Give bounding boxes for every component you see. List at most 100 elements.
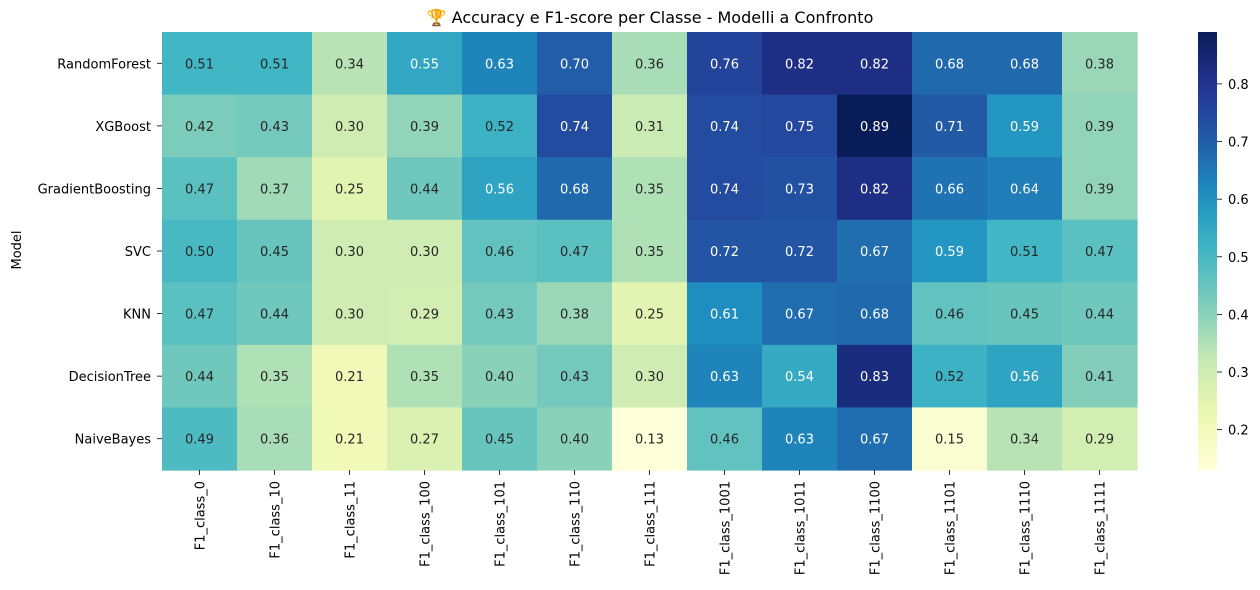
cell-value-label: 0.63	[785, 433, 814, 448]
y-axis-label: Model	[10, 230, 25, 269]
cell-value-label: 0.25	[335, 182, 364, 197]
heatmap-cell	[462, 157, 538, 221]
cell-value-label: 0.63	[485, 57, 514, 72]
heatmap-cell	[837, 219, 913, 283]
cell-value-label: 0.82	[860, 57, 889, 72]
heatmap-cell	[387, 282, 463, 346]
cell-value-label: 0.44	[185, 370, 214, 385]
cell-value-label: 0.56	[1010, 370, 1039, 385]
cell-value-label: 0.39	[1085, 182, 1114, 197]
cell-value-label: 0.68	[935, 57, 964, 72]
heatmap-cell	[237, 219, 313, 283]
cell-value-label: 0.21	[335, 433, 364, 448]
heatmap-cell	[312, 32, 388, 96]
cell-value-label: 0.31	[635, 120, 664, 135]
heatmap-cell	[987, 282, 1063, 346]
column-tick-label: F1_class_1111	[1094, 481, 1109, 575]
cell-value-label: 0.30	[335, 120, 364, 135]
heatmap-cell	[987, 157, 1063, 221]
cell-value-label: 0.30	[635, 370, 664, 385]
cell-value-label: 0.72	[785, 245, 814, 260]
cell-value-label: 0.46	[710, 433, 739, 448]
heatmap-cell	[687, 282, 763, 346]
cell-value-label: 0.47	[1085, 245, 1114, 260]
cell-value-label: 0.68	[1010, 57, 1039, 72]
heatmap-cell	[237, 94, 313, 158]
cell-value-label: 0.15	[935, 433, 964, 448]
cell-value-label: 0.82	[785, 57, 814, 72]
heatmap-cell	[462, 344, 538, 409]
colorbar-tick-label: 0.2	[1228, 424, 1249, 439]
cell-value-label: 0.51	[1010, 245, 1039, 260]
heatmap-cell	[462, 282, 538, 346]
heatmap-cell	[912, 157, 988, 221]
heatmap-cell	[387, 94, 463, 158]
heatmap-cell	[987, 94, 1063, 158]
heatmap-cell	[312, 282, 388, 346]
cell-value-label: 0.67	[860, 433, 889, 448]
heatmap-cell	[687, 407, 763, 471]
heatmap-cell	[612, 157, 688, 221]
heatmap-cell	[162, 282, 238, 346]
heatmap-cell	[762, 282, 838, 346]
cell-value-label: 0.38	[560, 308, 589, 323]
cell-value-label: 0.70	[560, 57, 589, 72]
cell-value-label: 0.45	[260, 245, 289, 260]
cell-value-label: 0.34	[335, 57, 364, 72]
heatmap-cell	[537, 407, 613, 471]
chart-title: 🏆 Accuracy e F1-score per Classe - Model…	[427, 8, 874, 27]
heatmap-cell	[987, 32, 1063, 96]
heatmap-cell	[912, 407, 988, 471]
heatmap-cell	[612, 219, 688, 283]
column-tick-label: F1_class_1001	[719, 481, 734, 575]
cell-value-label: 0.39	[1085, 120, 1114, 135]
colorbar-tick-label: 0.6	[1228, 193, 1249, 208]
cell-value-label: 0.21	[335, 370, 364, 385]
heatmap-cell	[537, 219, 613, 283]
cell-value-label: 0.39	[410, 120, 439, 135]
heatmap-cell	[612, 282, 688, 346]
heatmap-cell	[537, 282, 613, 346]
row-tick-label: KNN	[123, 308, 151, 323]
colorbar-gradient	[1198, 32, 1217, 470]
cell-value-label: 0.63	[710, 370, 739, 385]
cell-value-label: 0.30	[335, 245, 364, 260]
column-tick-label: F1_class_1101	[944, 481, 959, 575]
cell-value-label: 0.67	[785, 308, 814, 323]
heatmap-cell	[312, 157, 388, 221]
cell-value-label: 0.43	[260, 120, 289, 135]
heatmap-cell	[837, 344, 913, 409]
heatmap-cell	[537, 94, 613, 158]
heatmap-cell	[687, 344, 763, 409]
cell-value-label: 0.37	[260, 182, 289, 197]
heatmap-cell	[762, 407, 838, 471]
heatmap-cell	[912, 32, 988, 96]
heatmap-cell	[537, 344, 613, 409]
heatmap-cell	[612, 32, 688, 96]
heatmap-cell	[162, 344, 238, 409]
cell-value-label: 0.74	[560, 120, 589, 135]
colorbar-tick-label: 0.5	[1228, 251, 1249, 266]
heatmap-cell	[987, 344, 1063, 409]
heatmap-cell	[537, 32, 613, 96]
cell-value-label: 0.67	[860, 245, 889, 260]
cell-value-label: 0.76	[710, 57, 739, 72]
cell-value-label: 0.38	[1085, 57, 1114, 72]
heatmap-cell	[162, 407, 238, 471]
heatmap-cell	[1062, 344, 1138, 409]
heatmap-cell	[237, 407, 313, 471]
row-tick-label: GradientBoosting	[38, 182, 151, 197]
heatmap-cell	[1062, 94, 1138, 158]
cell-value-label: 0.59	[1010, 120, 1039, 135]
cell-value-label: 0.30	[410, 245, 439, 260]
colorbar-tick-label: 0.7	[1228, 136, 1249, 151]
heatmap-cell	[312, 94, 388, 158]
cell-value-label: 0.43	[560, 370, 589, 385]
row-tick-label: DecisionTree	[69, 370, 151, 385]
cell-value-label: 0.46	[485, 245, 514, 260]
heatmap-cell	[612, 407, 688, 471]
cell-value-label: 0.68	[560, 182, 589, 197]
cell-value-label: 0.35	[410, 370, 439, 385]
heatmap-cell	[1062, 219, 1138, 283]
heatmap-cell	[462, 94, 538, 158]
